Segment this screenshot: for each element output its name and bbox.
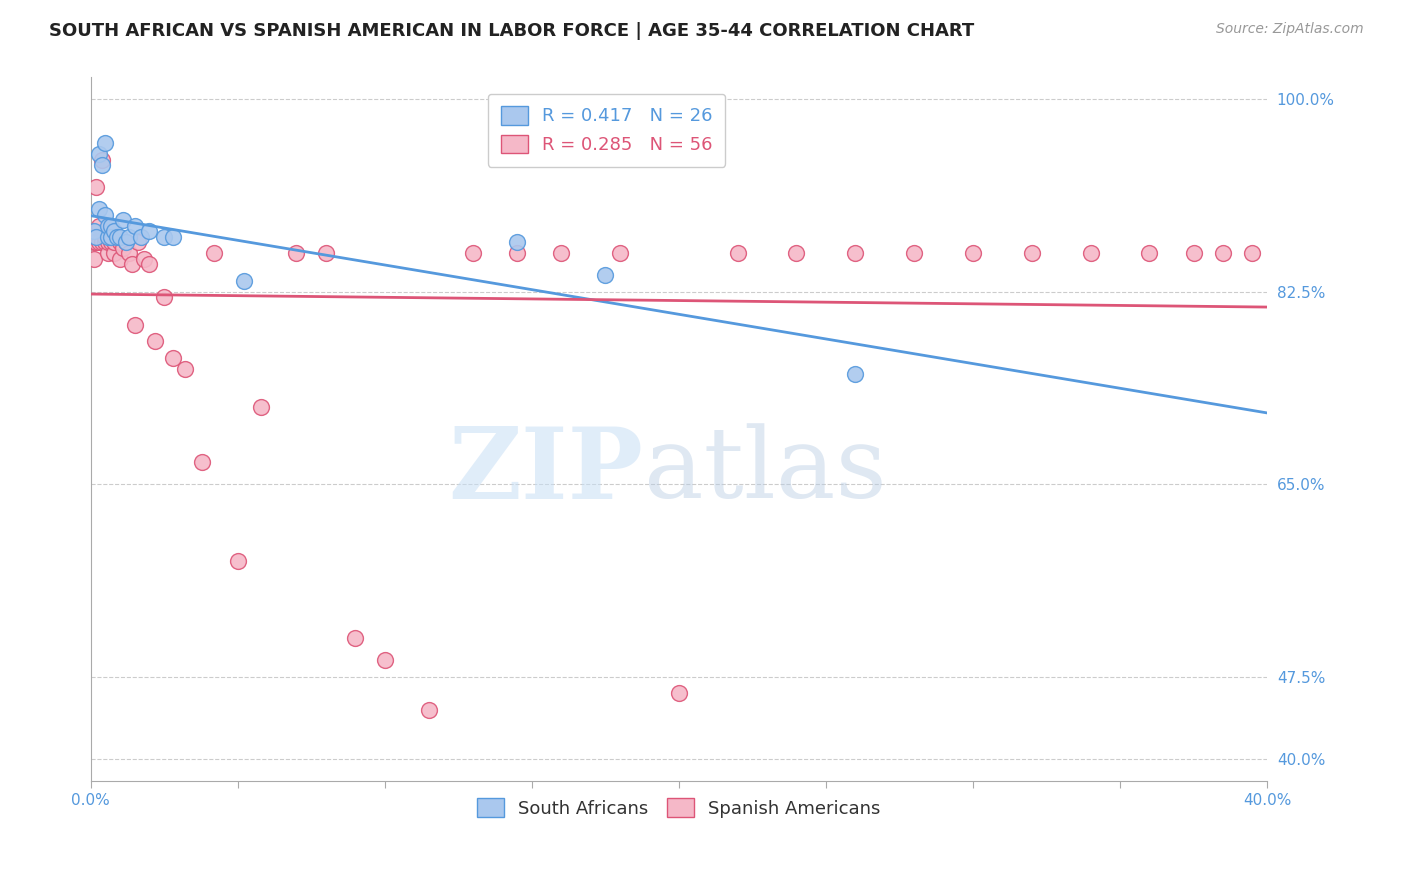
- Legend: South Africans, Spanish Americans: South Africans, Spanish Americans: [470, 791, 889, 825]
- Point: [94, 208, 117, 222]
- Point: [115, 235, 138, 250]
- Point: [418, 702, 440, 716]
- Point: [94, 230, 117, 244]
- Point: [191, 455, 214, 469]
- Point: [83, 224, 105, 238]
- Point: [124, 219, 146, 233]
- Point: [668, 686, 690, 700]
- Point: [232, 274, 254, 288]
- Point: [844, 246, 866, 260]
- Point: [903, 246, 925, 260]
- Point: [1080, 246, 1102, 260]
- Point: [100, 219, 122, 233]
- Point: [83, 252, 105, 266]
- Point: [1241, 246, 1264, 260]
- Point: [132, 252, 155, 266]
- Point: [91, 153, 114, 167]
- Point: [105, 230, 128, 244]
- Point: [1137, 246, 1160, 260]
- Text: ZIP: ZIP: [449, 423, 644, 520]
- Point: [100, 230, 122, 244]
- Point: [226, 554, 249, 568]
- Point: [153, 290, 176, 304]
- Point: [108, 235, 131, 250]
- Point: [97, 246, 120, 260]
- Point: [1212, 246, 1234, 260]
- Point: [94, 235, 117, 250]
- Point: [86, 235, 108, 250]
- Point: [844, 368, 866, 382]
- Point: [727, 246, 749, 260]
- Point: [138, 257, 160, 271]
- Point: [89, 219, 111, 233]
- Point: [315, 246, 337, 260]
- Point: [344, 631, 367, 645]
- Point: [962, 246, 984, 260]
- Point: [1182, 246, 1205, 260]
- Point: [202, 246, 225, 260]
- Point: [162, 351, 184, 365]
- Point: [506, 235, 529, 250]
- Point: [153, 230, 176, 244]
- Point: [103, 235, 125, 250]
- Point: [108, 252, 131, 266]
- Point: [83, 235, 105, 250]
- Point: [108, 230, 131, 244]
- Point: [89, 147, 111, 161]
- Point: [97, 230, 120, 244]
- Point: [550, 246, 572, 260]
- Point: [91, 158, 114, 172]
- Point: [118, 230, 141, 244]
- Point: [118, 246, 141, 260]
- Point: [461, 246, 484, 260]
- Text: atlas: atlas: [644, 424, 886, 519]
- Point: [100, 224, 122, 238]
- Point: [89, 202, 111, 217]
- Point: [173, 361, 195, 376]
- Point: [138, 224, 160, 238]
- Point: [100, 235, 122, 250]
- Point: [89, 235, 111, 250]
- Point: [111, 241, 134, 255]
- Point: [250, 401, 273, 415]
- Point: [103, 246, 125, 260]
- Point: [111, 213, 134, 227]
- Point: [86, 230, 108, 244]
- Point: [127, 235, 149, 250]
- Text: SOUTH AFRICAN VS SPANISH AMERICAN IN LABOR FORCE | AGE 35-44 CORRELATION CHART: SOUTH AFRICAN VS SPANISH AMERICAN IN LAB…: [49, 22, 974, 40]
- Point: [86, 180, 108, 194]
- Point: [1021, 246, 1043, 260]
- Point: [115, 235, 138, 250]
- Point: [97, 235, 120, 250]
- Point: [506, 246, 529, 260]
- Point: [285, 246, 308, 260]
- Point: [121, 257, 143, 271]
- Point: [97, 219, 120, 233]
- Point: [162, 230, 184, 244]
- Point: [129, 230, 152, 244]
- Point: [609, 246, 631, 260]
- Point: [143, 334, 166, 349]
- Point: [124, 318, 146, 332]
- Point: [91, 235, 114, 250]
- Point: [595, 268, 617, 283]
- Point: [103, 224, 125, 238]
- Point: [374, 653, 396, 667]
- Point: [785, 246, 807, 260]
- Text: Source: ZipAtlas.com: Source: ZipAtlas.com: [1216, 22, 1364, 37]
- Point: [94, 136, 117, 151]
- Point: [105, 230, 128, 244]
